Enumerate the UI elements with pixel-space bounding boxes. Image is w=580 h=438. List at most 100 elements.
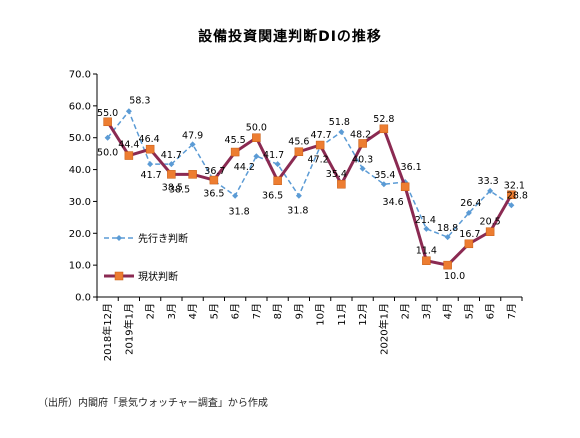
forecast-data-label: 35.4 <box>374 170 395 181</box>
y-tick-label: 70.0 <box>69 70 91 81</box>
series-forecast <box>104 108 515 241</box>
forecast-data-label: 26.4 <box>460 198 481 209</box>
current-data-label: 35.4 <box>326 169 347 180</box>
forecast-point <box>168 161 175 168</box>
forecast-data-label: 41.7 <box>263 150 284 161</box>
forecast-point <box>104 134 111 141</box>
x-tick-label: 7月 <box>506 303 518 319</box>
current-point <box>400 182 410 192</box>
x-tick-label: 12月 <box>357 303 369 326</box>
current-point <box>358 139 367 148</box>
forecast-data-label: 47.9 <box>182 130 203 141</box>
x-tick-label: 4月 <box>442 303 454 319</box>
forecast-point <box>125 108 132 115</box>
y-tick-label: 20.0 <box>69 229 91 240</box>
forecast-data-label: 58.3 <box>129 95 150 106</box>
current-data-label: 52.8 <box>373 114 394 125</box>
forecast-data-label: 31.8 <box>229 207 250 218</box>
current-data-label: 44.4 <box>118 140 139 151</box>
forecast-data-label: 36.5 <box>203 189 224 200</box>
current-point <box>124 151 134 160</box>
forecast-point <box>274 161 281 168</box>
current-data-label: 46.4 <box>139 134 160 145</box>
source-note: （出所）内閣府「景気ウォッチャー調査」から作成 <box>38 398 268 409</box>
legend-current-label: 現状判断 <box>138 270 178 283</box>
current-data-label: 36.7 <box>204 166 225 177</box>
forecast-point <box>423 225 430 232</box>
x-tick-label: 2020年1月 <box>377 303 390 355</box>
x-tick-label: 4月 <box>187 303 199 319</box>
current-point <box>485 227 495 236</box>
forecast-point <box>189 141 196 148</box>
x-tick-label: 7月 <box>251 303 263 319</box>
current-point <box>379 124 389 134</box>
x-tick-label: 9月 <box>293 303 305 319</box>
chart-axes: 0.0 10.0 20.0 30.0 40.0 50.0 60.0 70.0 2018年12月 2… <box>69 70 523 361</box>
y-tick-label: 50.0 <box>69 133 91 144</box>
forecast-point <box>295 192 302 199</box>
current-point <box>167 170 176 179</box>
data-labels: 50.058.341.741.747.936.531.844.241.731.8… <box>97 95 528 282</box>
y-tick-label: 0.0 <box>75 293 91 304</box>
current-data-label: 38.5 <box>162 182 183 193</box>
current-point <box>507 190 516 199</box>
forecast-data-label: 36.1 <box>401 162 422 173</box>
current-data-label: 11.4 <box>416 246 437 257</box>
x-tick-label: 2月 <box>145 303 157 319</box>
current-data-label: 38.5 <box>169 184 190 195</box>
legend-forecast-label: 先行き判断 <box>138 232 188 245</box>
x-tick-label: 3月 <box>421 303 433 319</box>
current-data-label: 20.5 <box>480 217 501 228</box>
current-point <box>443 260 452 270</box>
forecast-data-label: 41.7 <box>161 150 182 161</box>
current-point <box>422 256 431 265</box>
forecast-data-label: 18.8 <box>437 223 458 234</box>
current-data-label: 48.2 <box>350 129 371 140</box>
x-tick-label: 3月 <box>166 303 178 319</box>
forecast-point <box>508 202 515 209</box>
current-data-label: 45.6 <box>288 137 309 148</box>
forecast-point <box>338 128 345 135</box>
y-tick-label: 40.0 <box>69 165 91 176</box>
current-point <box>230 147 240 157</box>
x-tick-label: 5月 <box>208 303 220 319</box>
current-data-label: 45.5 <box>225 135 246 146</box>
y-tick-label: 30.0 <box>69 197 91 208</box>
forecast-data-label: 50.0 <box>97 148 118 159</box>
current-data-label: 32.1 <box>504 181 525 192</box>
legend-current-marker <box>114 271 124 281</box>
current-data-label: 50.0 <box>246 123 267 134</box>
forecast-point <box>444 234 451 241</box>
x-tick-label: 6月 <box>485 303 497 319</box>
forecast-data-label: 21.4 <box>415 215 436 226</box>
forecast-data-label: 40.3 <box>352 155 373 166</box>
forecast-data-label: 28.8 <box>507 190 528 201</box>
x-tick-label: 8月 <box>272 303 284 319</box>
forecast-data-label: 33.3 <box>478 176 499 187</box>
chart-title: 設備投資関連判断DIの推移 <box>198 29 382 45</box>
x-tick-label: 6月 <box>230 303 242 319</box>
x-tick-label: 5月 <box>463 303 475 319</box>
y-tick-label: 60.0 <box>69 101 91 112</box>
current-point <box>209 175 219 185</box>
current-point <box>294 147 304 156</box>
forecast-data-label: 44.2 <box>234 162 255 173</box>
current-data-label: 34.6 <box>383 197 404 208</box>
y-tick-label: 10.0 <box>69 261 91 272</box>
current-point <box>252 133 261 142</box>
current-data-label: 55.0 <box>97 108 118 119</box>
current-point <box>337 179 346 189</box>
current-data-label: 36.5 <box>262 191 283 202</box>
forecast-data-label: 47.2 <box>308 155 329 166</box>
current-point <box>464 239 474 249</box>
current-point <box>145 144 155 154</box>
forecast-point <box>487 187 494 194</box>
current-data-label: 16.7 <box>459 229 480 240</box>
forecast-data-label: 51.8 <box>329 117 350 128</box>
series-current <box>103 117 516 270</box>
current-data-label: 47.7 <box>311 130 332 141</box>
current-point <box>103 117 112 127</box>
forecast-point <box>232 192 239 199</box>
x-tick-label: 2019年1月 <box>122 303 135 355</box>
